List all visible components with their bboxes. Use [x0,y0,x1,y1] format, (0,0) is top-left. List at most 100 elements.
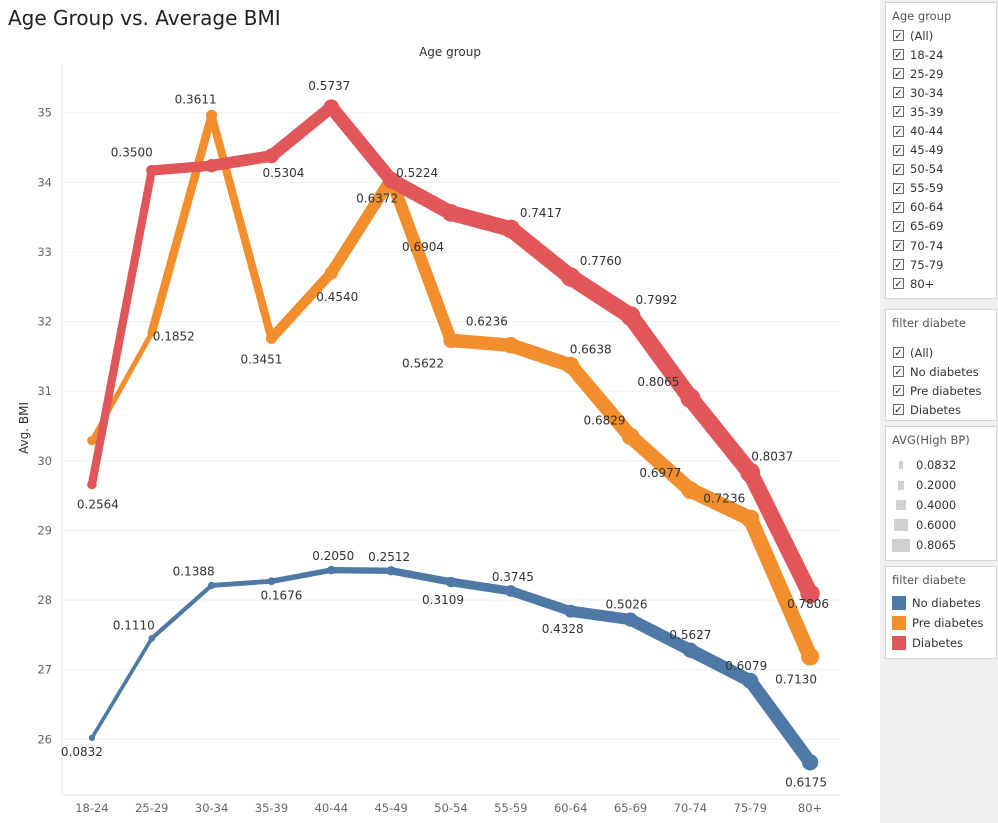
y-tick-label-33: 33 [37,245,52,259]
checkbox-checked-icon[interactable]: ✓ [893,240,904,253]
age-option-label: 45-49 [910,143,944,158]
checkbox-checked-icon[interactable]: ✓ [893,30,904,43]
pre-diabetes-segment-7 [503,338,578,373]
diabetes-point-45-49 [382,171,400,189]
pre-diabetes-point-30-34 [205,109,218,122]
checkbox-checked-icon[interactable]: ✓ [893,385,904,398]
pre-diabetes-data-label-75-79: 0.7236 [703,492,745,506]
no-diabetes-segment-9 [624,613,697,657]
pre-diabetes-point-50-54 [443,332,459,349]
no-diabetes-data-label-55-59: 0.3745 [492,570,534,584]
diabetes-data-label-18-24: 0.2564 [77,497,119,511]
diabetes-filter-title: filter diabete [892,316,966,330]
age-option-60-64[interactable]: ✓ 60-64 [886,198,996,217]
pre-diabetes-segment-10 [682,482,758,527]
age-option-70-74[interactable]: ✓ 70-74 [886,236,996,255]
size-swatch-icon [896,500,906,510]
checkbox-checked-icon[interactable]: ✓ [893,278,904,291]
pre-diabetes-segment-9 [623,429,698,498]
chart-title: Age Group vs. Average BMI [8,6,281,30]
color-legend-label: Pre diabetes [912,616,984,630]
checkbox-checked-icon[interactable]: ✓ [893,163,904,176]
size-legend-item: 0.0832 [886,455,996,475]
pre-diabetes-data-label-70-74: 0.6977 [639,466,681,480]
x-tick-label-25-29: 25-29 [135,801,168,815]
age-option-75-79[interactable]: ✓ 75-79 [886,255,996,274]
age-option-18-24[interactable]: ✓ 18-24 [886,45,996,64]
diabetes-segment-11 [742,464,819,603]
pre-diabetes-segment-6 [444,333,518,352]
no-diabetes-point-25-29 [148,635,156,642]
age-option-label: 40-44 [910,124,944,139]
diabetes-point-55-59 [501,219,521,239]
no-diabetes-segment-6 [446,577,516,596]
checkbox-checked-icon[interactable]: ✓ [893,106,904,119]
age-option-35-39[interactable]: ✓ 35-39 [886,102,996,121]
checkbox-checked-icon[interactable]: ✓ [893,201,904,214]
age-option-label: 55-59 [910,181,944,196]
no-diabetes-data-label-75-79: 0.6079 [725,659,767,673]
age-option-45-49[interactable]: ✓ 45-49 [886,141,996,160]
diabetes-data-label-55-59: 0.7417 [520,206,562,220]
series-pre-diabetes [87,109,820,666]
age-option-30-34[interactable]: ✓ 30-34 [886,83,996,102]
x-tick-label-65-69: 65-69 [614,801,647,815]
pre-diabetes-point-60-64 [562,356,580,375]
checkbox-checked-icon[interactable]: ✓ [893,144,904,157]
diabetes-data-label-70-74: 0.8065 [637,375,679,389]
age-option-55-59[interactable]: ✓ 55-59 [886,179,996,198]
color-legend-item-diabetes[interactable]: Diabetes [886,633,996,653]
x-tick-label-30-34: 30-34 [195,801,228,815]
checkbox-checked-icon[interactable]: ✓ [893,68,904,81]
size-legend-label: 0.4000 [916,498,957,512]
diabetes-segment-3 [265,100,338,163]
age-option-all[interactable]: ✓ (All) [886,26,996,45]
checkbox-checked-icon[interactable]: ✓ [893,404,904,417]
diabetes-point-60-64 [561,267,581,287]
diabetes-point-30-34 [205,159,219,173]
age-option-40-44[interactable]: ✓ 40-44 [886,121,996,140]
pre-diabetes-point-70-74 [681,481,700,499]
age-group-filter: Age group ✓ (All) ✓ 18-24 ✓ 25-29 ✓ 30-34 ✓ 35-39… [885,2,997,299]
y-tick-label-35: 35 [37,106,52,120]
pre-diabetes-data-label-55-59: 0.6236 [466,314,508,328]
pre-diabetes-segment-2 [207,111,276,343]
checkbox-checked-icon[interactable]: ✓ [893,366,904,379]
color-legend-item-no-diabetes[interactable]: No diabetes [886,593,996,613]
color-legend-item-pre-diabetes[interactable]: Pre diabetes [886,613,996,633]
checkbox-checked-icon[interactable]: ✓ [893,220,904,233]
no-diabetes-segment-1 [149,583,214,641]
no-diabetes-data-label-65-69: 0.5026 [606,598,648,612]
no-diabetes-point-75-79 [742,672,759,689]
checkbox-checked-icon[interactable]: ✓ [893,87,904,100]
pre-diabetes-data-label-25-29: 0.1852 [153,330,195,344]
y-tick-label-28: 28 [37,593,52,607]
y-tick-label-34: 34 [37,175,52,189]
diabetes-data-label-60-64: 0.7760 [580,254,622,268]
age-option-label: 50-54 [910,162,944,177]
x-tick-label-75-79: 75-79 [734,801,767,815]
diabetes-option-nodiabetes[interactable]: ✓ No diabetes [886,362,996,381]
diabetes-option-prediabetes[interactable]: ✓ Pre diabetes [886,381,996,400]
diabetes-data-label-65-69: 0.7992 [636,293,678,307]
age-option-25-29[interactable]: ✓ 25-29 [886,64,996,83]
age-option-80[interactable]: ✓ 80+ [886,274,996,293]
y-tick-label-30: 30 [37,454,52,468]
no-diabetes-segment-10 [683,643,757,688]
checkbox-checked-icon[interactable]: ✓ [893,259,904,272]
checkbox-checked-icon[interactable]: ✓ [893,125,904,138]
checkbox-checked-icon[interactable]: ✓ [893,347,904,360]
diabetes-option-all[interactable]: ✓ (All) [886,343,996,362]
diabetes-option-diabetes[interactable]: ✓ Diabetes [886,400,996,419]
age-option-50-54[interactable]: ✓ 50-54 [886,160,996,179]
no-diabetes-point-70-74 [682,642,699,658]
checkbox-checked-icon[interactable]: ✓ [893,182,904,195]
checkbox-checked-icon[interactable]: ✓ [893,49,904,62]
age-option-65-69[interactable]: ✓ 65-69 [886,217,996,236]
diabetes-segment-6 [443,205,519,237]
line-chart: Age group Avg. BMI 26 27 28 29 30 31 32 33 34 35 1… [17,45,840,815]
diabetes-point-75-79 [740,462,761,483]
size-legend-label: 0.0832 [916,458,957,472]
diabetes-point-18-24 [87,479,97,490]
pre-diabetes-point-55-59 [502,337,520,354]
